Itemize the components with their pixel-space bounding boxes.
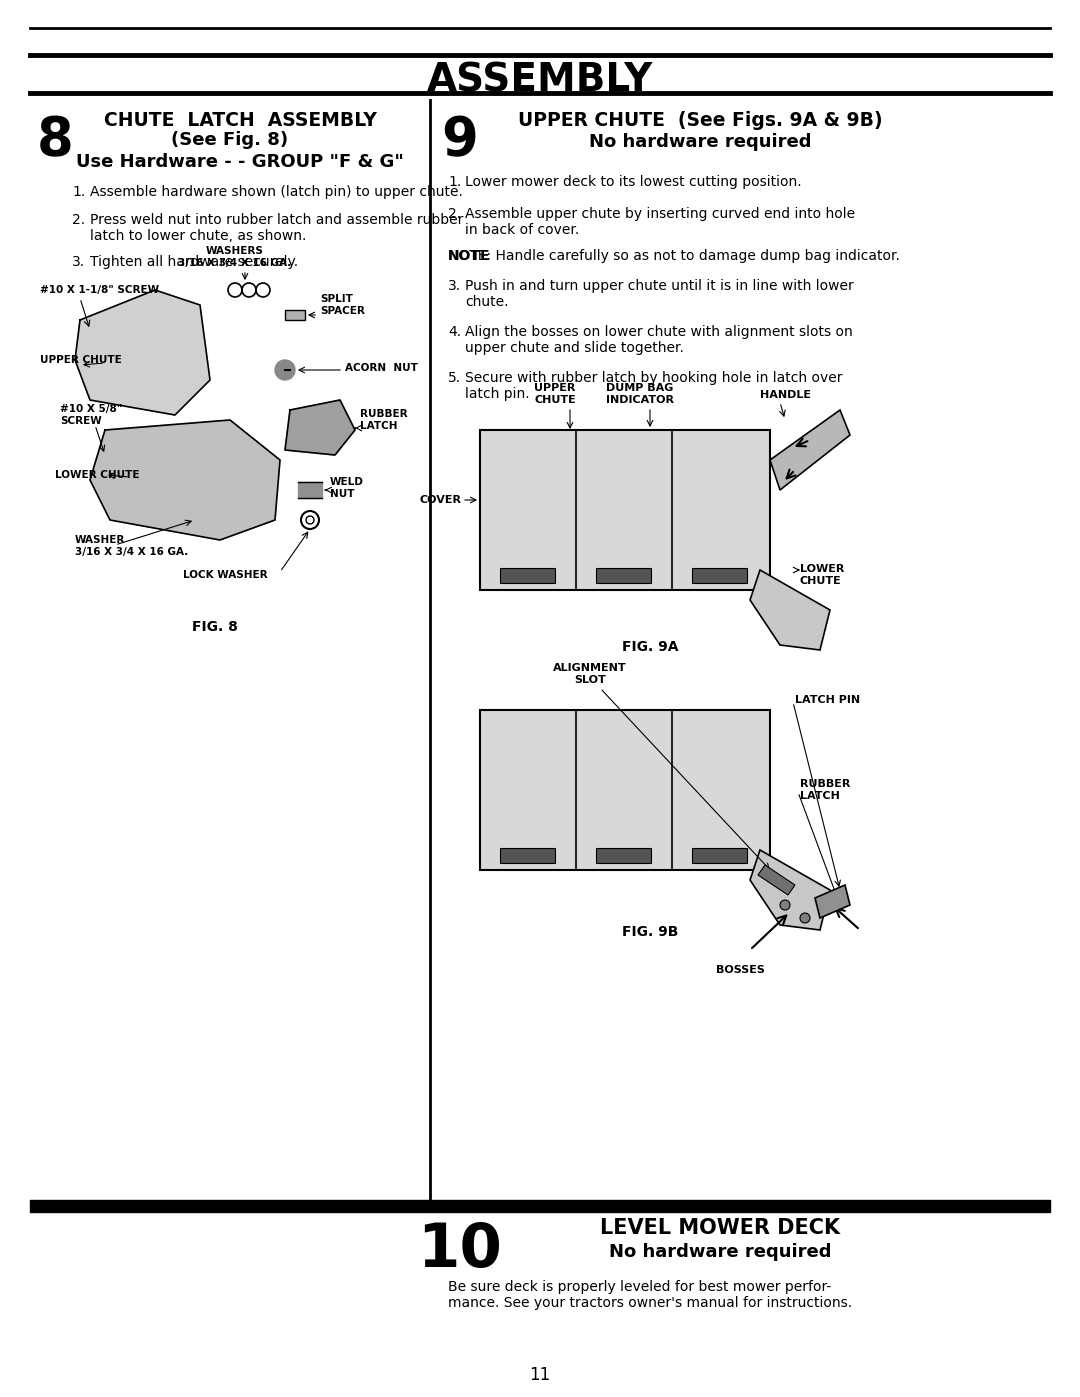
Text: HANDLE: HANDLE (760, 390, 811, 400)
Text: 10: 10 (418, 1221, 502, 1280)
Text: COVER: COVER (420, 495, 462, 504)
Text: 11: 11 (529, 1366, 551, 1384)
Text: Assemble hardware shown (latch pin) to upper chute.: Assemble hardware shown (latch pin) to u… (90, 184, 463, 198)
Polygon shape (750, 570, 831, 650)
Text: 9: 9 (442, 115, 478, 166)
Polygon shape (750, 849, 831, 930)
Text: Lower mower deck to its lowest cutting position.: Lower mower deck to its lowest cutting p… (465, 175, 801, 189)
Text: FIG. 8: FIG. 8 (192, 620, 238, 634)
Text: UPPER CHUTE: UPPER CHUTE (40, 355, 122, 365)
Text: Align the bosses on lower chute with alignment slots on
upper chute and slide to: Align the bosses on lower chute with ali… (465, 326, 853, 355)
Text: No hardware required: No hardware required (589, 133, 811, 151)
Text: 3.: 3. (72, 256, 85, 270)
Circle shape (275, 360, 295, 380)
Bar (480, 710, 770, 870)
Text: FIG. 9A: FIG. 9A (622, 640, 678, 654)
Polygon shape (815, 886, 850, 918)
Text: 2.: 2. (448, 207, 461, 221)
Text: UPPER CHUTE  (See Figs. 9A & 9B): UPPER CHUTE (See Figs. 9A & 9B) (517, 110, 882, 130)
Text: Be sure deck is properly leveled for best mower perfor-
mance. See your tractors: Be sure deck is properly leveled for bes… (448, 1280, 852, 1310)
Text: ALIGNMENT
SLOT: ALIGNMENT SLOT (553, 664, 626, 685)
Text: NOTE: Handle carefully so as not to damage dump bag indicator.: NOTE: Handle carefully so as not to dama… (448, 249, 900, 263)
Bar (480, 430, 770, 590)
Text: LOCK WASHER: LOCK WASHER (183, 570, 268, 580)
Text: RUBBER
LATCH: RUBBER LATCH (360, 409, 407, 430)
Text: SPLIT
SPACER: SPLIT SPACER (320, 295, 365, 316)
Bar (298, 482, 322, 497)
Bar (500, 848, 555, 863)
Text: WASHERS
3/16 X 3/4 X 16 GA.: WASHERS 3/16 X 3/4 X 16 GA. (178, 246, 292, 268)
Text: 3.: 3. (448, 279, 461, 293)
Text: Use Hardware - - GROUP "F & G": Use Hardware - - GROUP "F & G" (76, 154, 404, 170)
Text: #10 X 1-1/8" SCREW: #10 X 1-1/8" SCREW (40, 285, 159, 295)
Bar (692, 848, 747, 863)
Text: FIG. 9B: FIG. 9B (622, 925, 678, 939)
Text: LOWER
CHUTE: LOWER CHUTE (800, 564, 845, 585)
Bar (500, 569, 555, 583)
Text: UPPER
CHUTE: UPPER CHUTE (535, 383, 576, 405)
Text: 1.: 1. (448, 175, 461, 189)
Bar (285, 310, 305, 320)
Text: NOTE: NOTE (448, 249, 490, 263)
Text: 8: 8 (37, 115, 73, 166)
Bar (596, 569, 651, 583)
Text: LATCH PIN: LATCH PIN (795, 694, 860, 705)
Text: (See Fig. 8): (See Fig. 8) (172, 131, 288, 149)
Text: Secure with rubber latch by hooking hole in latch over
latch pin.: Secure with rubber latch by hooking hole… (465, 372, 842, 401)
Text: 4.: 4. (448, 326, 461, 339)
Polygon shape (758, 865, 795, 895)
Text: LEVEL MOWER DECK: LEVEL MOWER DECK (599, 1218, 840, 1238)
Bar (596, 848, 651, 863)
Polygon shape (770, 409, 850, 490)
Text: RUBBER
LATCH: RUBBER LATCH (800, 780, 850, 800)
Text: LOWER CHUTE: LOWER CHUTE (55, 469, 139, 481)
Polygon shape (90, 420, 280, 541)
Text: CHUTE  LATCH  ASSEMBLY: CHUTE LATCH ASSEMBLY (104, 110, 377, 130)
Text: 2.: 2. (72, 212, 85, 226)
Text: No hardware required: No hardware required (609, 1243, 832, 1261)
Text: Assemble upper chute by inserting curved end into hole
in back of cover.: Assemble upper chute by inserting curved… (465, 207, 855, 237)
Text: WASHER
3/16 X 3/4 X 16 GA.: WASHER 3/16 X 3/4 X 16 GA. (75, 535, 188, 556)
Text: BOSSES: BOSSES (716, 965, 765, 975)
Text: #10 X 5/8"
SCREW: #10 X 5/8" SCREW (60, 404, 122, 426)
Circle shape (800, 914, 810, 923)
Text: 5.: 5. (448, 372, 461, 386)
Polygon shape (285, 400, 355, 455)
Bar (692, 569, 747, 583)
Circle shape (780, 900, 789, 909)
Polygon shape (75, 291, 210, 415)
Text: ASSEMBLY: ASSEMBLY (427, 61, 653, 99)
Text: Tighten all hardware securely.: Tighten all hardware securely. (90, 256, 298, 270)
Text: DUMP BAG
INDICATOR: DUMP BAG INDICATOR (606, 383, 674, 405)
Text: WELD
NUT: WELD NUT (330, 478, 364, 499)
Text: ACORN  NUT: ACORN NUT (345, 363, 418, 373)
Text: Press weld nut into rubber latch and assemble rubber
latch to lower chute, as sh: Press weld nut into rubber latch and ass… (90, 212, 463, 243)
Text: 1.: 1. (72, 184, 85, 198)
Text: Push in and turn upper chute until it is in line with lower
chute.: Push in and turn upper chute until it is… (465, 279, 854, 309)
